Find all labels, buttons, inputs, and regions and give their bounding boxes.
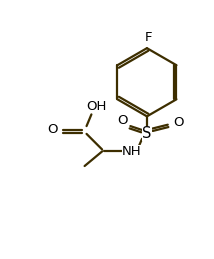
Text: F: F (145, 31, 153, 44)
Text: O: O (47, 124, 58, 136)
Text: O: O (173, 116, 183, 129)
Text: OH: OH (86, 100, 107, 113)
Text: O: O (117, 114, 128, 127)
Text: S: S (142, 126, 152, 141)
Text: NH: NH (122, 145, 141, 158)
